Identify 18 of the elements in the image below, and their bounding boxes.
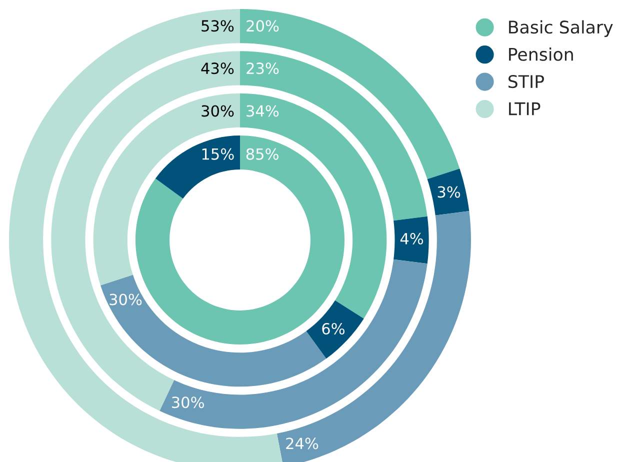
data-label: 6% <box>322 322 344 335</box>
data-label: 30% <box>172 396 204 408</box>
data-label: 53% <box>202 20 234 32</box>
data-label: 30% <box>202 105 234 117</box>
data-label: 4% <box>400 232 424 244</box>
data-label: 20% <box>246 20 279 32</box>
data-label: 43% <box>201 62 234 74</box>
legend-label: Pension <box>509 47 573 61</box>
data-label: 34% <box>246 105 279 117</box>
data-label: 23% <box>246 62 279 74</box>
legend-label: STIP <box>508 74 544 88</box>
data-label: 3% <box>438 186 460 198</box>
data-label: 30% <box>110 294 142 306</box>
data-label: 24% <box>286 438 318 450</box>
legend-label: LTIP <box>509 102 540 116</box>
data-label: 85% <box>246 148 278 160</box>
data-label: 15% <box>202 148 234 160</box>
legend-label: Basic Salary <box>509 20 613 38</box>
